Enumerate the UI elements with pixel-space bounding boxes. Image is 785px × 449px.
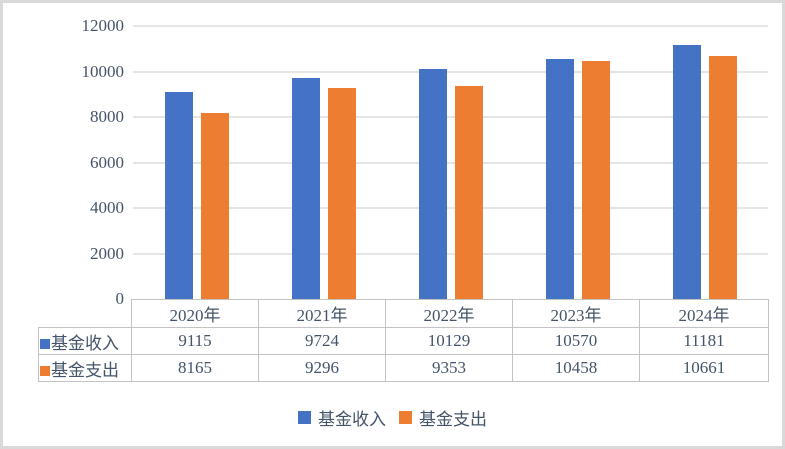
- legend-key-icon: [399, 411, 412, 424]
- series-key-icon: [40, 365, 50, 376]
- gridline: [133, 252, 768, 255]
- series-row-label: 基金收入: [38, 327, 132, 355]
- value-cell-series-1-cat-1: 9296: [258, 354, 386, 382]
- value-cell-series-0-cat-3: 10570: [512, 327, 640, 355]
- value-cell-series-0-cat-2: 10129: [385, 327, 513, 355]
- legend-key-icon: [298, 411, 311, 424]
- category-header-cell: 2022年: [385, 299, 513, 328]
- bar-series-1-cat-1: [327, 87, 356, 299]
- category-header-cell: 2023年: [512, 299, 640, 328]
- series-row-label: 基金支出: [38, 354, 132, 382]
- bar-series-0-cat-2: [418, 68, 447, 299]
- legend-item: 基金支出: [399, 405, 487, 430]
- value-cell-series-0-cat-1: 9724: [258, 327, 386, 355]
- y-axis-tick-label: 4000: [90, 198, 124, 217]
- value-cell-series-1-cat-0: 8165: [131, 354, 259, 382]
- legend-item: 基金收入: [298, 405, 386, 430]
- data-table: 2020年 2021年 2022年 2023年 2024年 基金收入 9115 9724 101…: [38, 299, 769, 382]
- bar-series-1-cat-2: [454, 86, 483, 299]
- series-key-icon: [40, 338, 50, 349]
- table-row: 基金支出 8165 9296 9353 10458 10661: [38, 354, 769, 382]
- gridline: [133, 70, 768, 73]
- category-header-cell: 2024年: [639, 299, 769, 328]
- value-cell-series-1-cat-2: 9353: [385, 354, 513, 382]
- gridline: [133, 25, 768, 27]
- y-axis-tick-label: 10000: [81, 61, 125, 81]
- y-axis-tick-label: 0: [115, 289, 125, 308]
- legend-label: 基金收入: [318, 410, 386, 429]
- chart-legend: 基金收入 基金支出: [3, 405, 782, 430]
- legend-label: 基金支出: [419, 410, 487, 429]
- table-corner-cell: [39, 300, 132, 328]
- category-header-cell: 2020年: [131, 299, 259, 328]
- table-header-row: 2020年 2021年 2022年 2023年 2024年: [39, 299, 769, 328]
- table-row: 基金收入 9115 9724 10129 10570 11181: [38, 327, 769, 355]
- bar-series-0-cat-1: [291, 77, 320, 299]
- plot-area: [133, 25, 768, 299]
- value-cell-series-0-cat-0: 9115: [131, 327, 259, 355]
- gridline: [133, 161, 768, 164]
- bar-series-0-cat-0: [164, 91, 193, 299]
- value-cell-series-1-cat-4: 10661: [639, 354, 769, 382]
- category-header-cell: 2021年: [258, 299, 386, 328]
- bar-series-0-cat-3: [545, 58, 574, 299]
- gridline: [133, 116, 768, 118]
- bar-series-1-cat-4: [708, 56, 737, 299]
- value-cell-series-0-cat-4: 11181: [639, 327, 769, 355]
- y-axis-tick-label: 12000: [81, 16, 125, 35]
- bar-series-1-cat-3: [581, 61, 610, 299]
- gridline: [133, 207, 768, 209]
- y-axis-tick-label: 8000: [90, 107, 124, 126]
- bar-series-0-cat-4: [672, 44, 701, 299]
- value-cell-series-1-cat-3: 10458: [512, 354, 640, 382]
- bar-series-1-cat-0: [200, 113, 229, 299]
- y-axis-tick-label: 6000: [90, 152, 124, 172]
- y-axis-tick-label: 2000: [90, 243, 124, 263]
